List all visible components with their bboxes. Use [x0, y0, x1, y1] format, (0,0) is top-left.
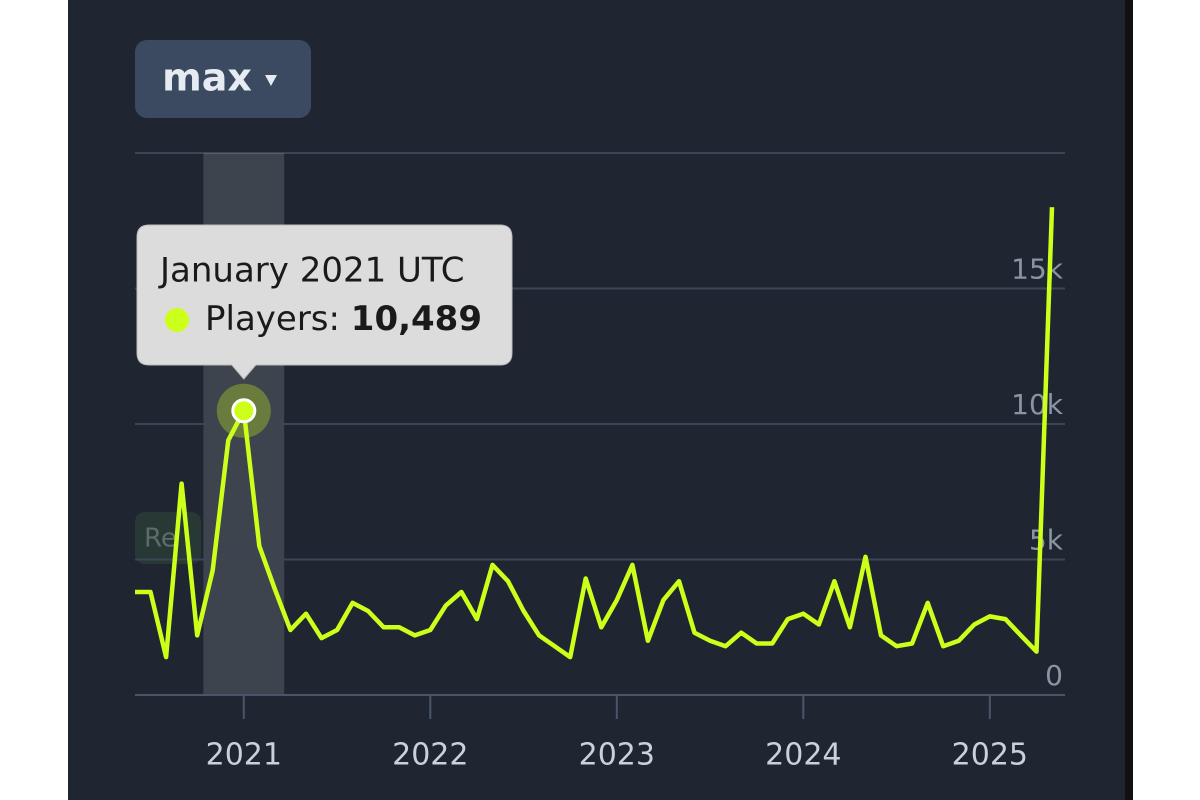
x-tick-label: 2024	[765, 738, 841, 773]
y-tick-label: 15k	[1011, 253, 1064, 286]
range-label: max	[162, 56, 252, 100]
data-line	[135, 207, 1055, 660]
x-tick-label: 2025	[952, 738, 1028, 773]
tooltip-series-name: Players:	[205, 299, 340, 339]
range-button[interactable]	[135, 40, 311, 118]
tooltip-box	[136, 224, 513, 380]
reset-label: Re	[144, 524, 177, 554]
y-tick-label: 10k	[1011, 388, 1064, 421]
tooltip-title: January 2021 UTC	[158, 251, 464, 291]
y-tick-label: 5k	[1029, 524, 1064, 557]
x-tick-label: 2022	[392, 738, 468, 773]
hover-point	[231, 398, 257, 424]
x-tick-label: 2021	[206, 738, 282, 773]
dropdown-arrow	[265, 75, 277, 86]
tooltip-value: 10,489	[351, 299, 482, 339]
y-tick-label: 0	[1045, 659, 1063, 692]
tooltip-swatch	[165, 308, 189, 332]
x-tick-label: 2023	[579, 738, 655, 773]
tooltip-line: Players: 10,489	[205, 299, 482, 339]
panel-edge	[1125, 0, 1133, 800]
